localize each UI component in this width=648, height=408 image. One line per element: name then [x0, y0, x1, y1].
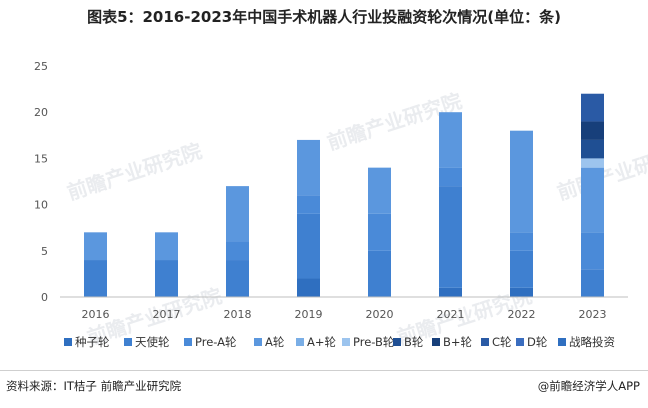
bar-segment — [581, 232, 604, 270]
bar-segment — [510, 287, 533, 297]
legend-swatch — [254, 338, 262, 346]
legend-label: 战略投资 — [569, 335, 615, 349]
stacked-bar-chart: 前瞻产业研究院前瞻产业研究院前瞻产业研究院前瞻产业研究院前瞻产业研究院 0510… — [34, 60, 648, 350]
bar-segment — [439, 167, 462, 187]
legend-swatch — [481, 338, 489, 346]
y-tick-label: 10 — [34, 199, 48, 212]
legend-label: C轮 — [492, 335, 512, 349]
bar-segment — [581, 158, 604, 168]
brand-credit: @前瞻经济学人APP — [538, 378, 640, 394]
bar-segment — [510, 250, 533, 288]
bars — [84, 93, 604, 297]
legend-swatch — [124, 338, 132, 346]
legend-label: B+轮 — [443, 335, 473, 349]
y-tick-label: 5 — [41, 245, 48, 258]
watermark-text: 前瞻产业研究院 — [64, 139, 205, 205]
x-axis: 2016 2017 2018 2019 2020 2021 2022 2023 — [60, 296, 628, 321]
bar-segment — [155, 232, 178, 261]
bar-segment — [439, 112, 462, 168]
legend: 种子轮 天使轮 Pre-A轮 A轮 A+轮 Pre-B轮 B轮 B+轮 C轮 D轮 战略投资 — [64, 335, 615, 349]
bar-segment — [368, 167, 391, 214]
legend-swatch — [516, 338, 524, 346]
bar-segment — [581, 167, 604, 233]
legend-swatch — [184, 338, 192, 346]
legend-label: 种子轮 — [75, 335, 110, 349]
source-note: 资料来源：IT桔子 前瞻产业研究院 — [6, 379, 182, 393]
chart-title: 图表5：2016-2023年中国手术机器人行业投融资轮次情况(单位：条) — [87, 8, 561, 26]
bar-segment — [226, 260, 249, 297]
bar-segment — [581, 93, 604, 122]
x-tick-label: 2017 — [153, 308, 181, 321]
x-tick-label: 2021 — [437, 308, 465, 321]
y-tick-label: 25 — [34, 60, 48, 73]
bar-segment — [510, 130, 533, 233]
brand-text: @前瞻经济学人APP — [537, 379, 640, 393]
bar-segment — [297, 278, 320, 297]
legend-swatch — [64, 338, 72, 346]
bar-segment — [581, 121, 604, 140]
bar-segment — [84, 260, 107, 297]
x-tick-label: 2019 — [295, 308, 323, 321]
bar-segment — [155, 260, 178, 297]
bar-segment — [581, 269, 604, 297]
x-tick-label: 2016 — [82, 308, 110, 321]
bar-segment — [297, 213, 320, 279]
x-tick-label: 2023 — [579, 308, 607, 321]
legend-label: A轮 — [265, 335, 285, 349]
x-tick-label: 2018 — [224, 308, 252, 321]
x-tick-label: 2020 — [366, 308, 394, 321]
legend-label: B轮 — [404, 335, 424, 349]
bar-segment — [439, 287, 462, 297]
bar-segment — [226, 241, 249, 261]
bar-segment — [439, 186, 462, 288]
y-tick-label: 15 — [34, 152, 48, 165]
legend-label: A+轮 — [307, 335, 337, 349]
legend-label: Pre-A轮 — [195, 335, 237, 349]
bar-segment — [226, 186, 249, 242]
y-tick-label: 20 — [34, 106, 48, 119]
legend-label: D轮 — [527, 335, 548, 349]
y-axis: 0 5 10 15 20 25 — [34, 60, 48, 304]
footer-divider — [0, 370, 648, 371]
bar-segment — [297, 195, 320, 214]
bar-segment — [510, 232, 533, 251]
legend-swatch — [432, 338, 440, 346]
bar-segment — [84, 232, 107, 261]
legend-label: Pre-B轮 — [353, 335, 395, 349]
legend-swatch — [558, 338, 566, 346]
bar-segment — [581, 139, 604, 159]
legend-swatch — [393, 338, 401, 346]
legend-swatch — [342, 338, 350, 346]
legend-swatch — [296, 338, 304, 346]
legend-label: 天使轮 — [135, 335, 170, 349]
x-tick-label: 2022 — [508, 308, 536, 321]
bar-segment — [368, 213, 391, 251]
bar-segment — [368, 250, 391, 297]
bar-segment — [297, 139, 320, 196]
y-tick-label: 0 — [41, 291, 48, 304]
